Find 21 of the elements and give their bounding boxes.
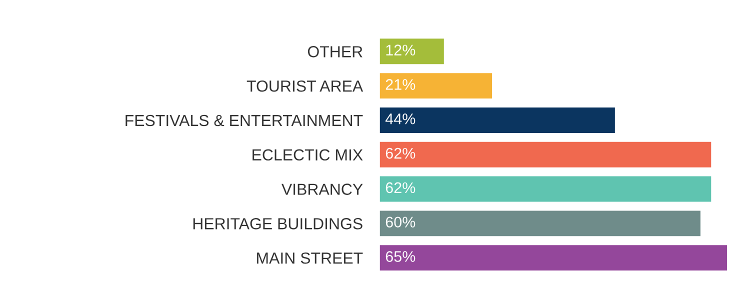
- y-tick-label: FESTIVALS & ENTERTAINMENT: [126, 114, 363, 126]
- bar: [380, 210, 700, 236]
- data-label: 12%: [386, 44, 416, 56]
- bar: [380, 107, 615, 133]
- bar: [380, 245, 728, 271]
- data-label: 60%: [386, 216, 416, 228]
- bar: [380, 38, 444, 64]
- y-tick-label: MAIN STREET: [257, 252, 363, 264]
- y-tick-label: ECLECTIC MIX: [252, 149, 363, 161]
- data-label: 65%: [386, 251, 416, 262]
- data-label: 62%: [386, 148, 416, 159]
- y-tick-label: TOURIST AREA: [246, 80, 364, 92]
- bar: [380, 73, 492, 99]
- y-tick-label: VIBRANCY: [282, 184, 363, 195]
- bar: [380, 176, 712, 202]
- bar: [380, 142, 712, 168]
- data-label: 62%: [386, 182, 416, 194]
- data-label: 21%: [386, 79, 416, 90]
- y-tick-label: OTHER: [308, 46, 362, 58]
- data-label: 44%: [385, 114, 416, 124]
- y-tick-label: HERITAGE BUILDINGS: [193, 218, 362, 230]
